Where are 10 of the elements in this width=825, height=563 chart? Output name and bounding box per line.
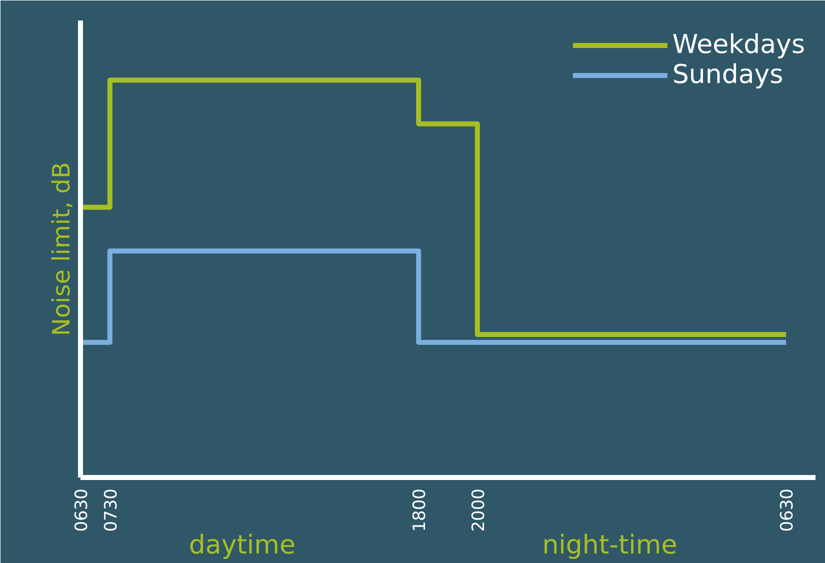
text: night-time [542, 530, 678, 560]
x-tick-label: 2000 [468, 488, 489, 532]
y-axis-title: Noise limit, dB [48, 162, 76, 336]
text: daytime [188, 530, 296, 560]
x-tick-label: 1800 [410, 488, 430, 532]
x-tick-label: 0730 [101, 488, 122, 532]
x-tick-label: 0630 [72, 488, 92, 532]
legend-label: Sundays [672, 60, 784, 90]
x-tick-label: 0630 [778, 488, 798, 532]
legend-label: Weekdays [672, 30, 805, 60]
